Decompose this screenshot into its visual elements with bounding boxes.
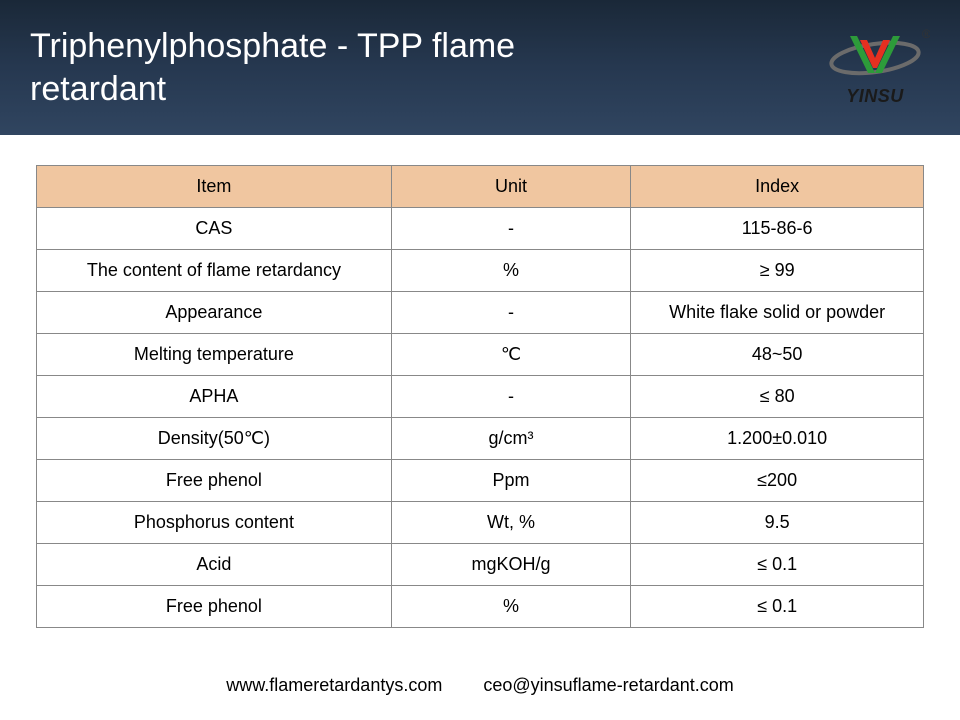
cell-item: Phosphorus content [37, 502, 392, 544]
cell-unit: - [391, 208, 630, 250]
cell-index: 1.200±0.010 [631, 418, 924, 460]
content-area: Item Unit Index CAS - 115-86-6 The conte… [0, 135, 960, 628]
col-header-index: Index [631, 166, 924, 208]
table-row: CAS - 115-86-6 [37, 208, 924, 250]
cell-index: White flake solid or powder [631, 292, 924, 334]
col-header-unit: Unit [391, 166, 630, 208]
header-bar: Triphenylphosphate - TPP flame retardant… [0, 0, 960, 135]
table-row: Free phenol Ppm ≤200 [37, 460, 924, 502]
cell-index: ≤ 0.1 [631, 586, 924, 628]
page-title: Triphenylphosphate - TPP flame retardant [30, 25, 650, 110]
cell-item: Free phenol [37, 460, 392, 502]
cell-unit: g/cm³ [391, 418, 630, 460]
table-row: Acid mgKOH/g ≤ 0.1 [37, 544, 924, 586]
cell-item: The content of flame retardancy [37, 250, 392, 292]
table-row: The content of flame retardancy % ≥ 99 [37, 250, 924, 292]
table-body: CAS - 115-86-6 The content of flame reta… [37, 208, 924, 628]
cell-index: ≤ 80 [631, 376, 924, 418]
svg-text:®: ® [922, 28, 930, 41]
cell-unit: - [391, 376, 630, 418]
cell-unit: % [391, 586, 630, 628]
table-row: Appearance - White flake solid or powder [37, 292, 924, 334]
cell-item: Density(50℃) [37, 418, 392, 460]
table-row: Free phenol % ≤ 0.1 [37, 586, 924, 628]
logo-text: YINSU [846, 86, 904, 107]
cell-unit: - [391, 292, 630, 334]
footer-email: ceo@yinsuflame-retardant.com [483, 675, 733, 695]
logo: ® YINSU [820, 28, 930, 107]
cell-item: Appearance [37, 292, 392, 334]
cell-unit: Ppm [391, 460, 630, 502]
cell-unit: % [391, 250, 630, 292]
cell-index: 48~50 [631, 334, 924, 376]
footer-website: www.flameretardantys.com [226, 675, 442, 695]
table-row: Phosphorus content Wt, % 9.5 [37, 502, 924, 544]
logo-mark: ® [820, 28, 930, 84]
col-header-item: Item [37, 166, 392, 208]
table-header-row: Item Unit Index [37, 166, 924, 208]
cell-index: ≤200 [631, 460, 924, 502]
cell-item: APHA [37, 376, 392, 418]
cell-index: 9.5 [631, 502, 924, 544]
cell-index: 115-86-6 [631, 208, 924, 250]
table-row: Density(50℃) g/cm³ 1.200±0.010 [37, 418, 924, 460]
cell-item: Melting temperature [37, 334, 392, 376]
cell-item: CAS [37, 208, 392, 250]
cell-item: Free phenol [37, 586, 392, 628]
footer: www.flameretardantys.com ceo@yinsuflame-… [0, 675, 960, 696]
cell-unit: ℃ [391, 334, 630, 376]
cell-index: ≥ 99 [631, 250, 924, 292]
cell-unit: Wt, % [391, 502, 630, 544]
cell-unit: mgKOH/g [391, 544, 630, 586]
spec-table: Item Unit Index CAS - 115-86-6 The conte… [36, 165, 924, 628]
cell-index: ≤ 0.1 [631, 544, 924, 586]
cell-item: Acid [37, 544, 392, 586]
table-row: Melting temperature ℃ 48~50 [37, 334, 924, 376]
table-row: APHA - ≤ 80 [37, 376, 924, 418]
